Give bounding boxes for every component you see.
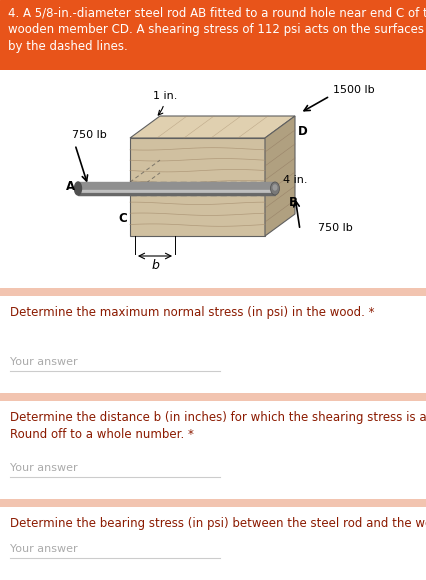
Text: A: A (66, 180, 75, 193)
Text: Determine the maximum normal stress (in psi) in the wood. *: Determine the maximum normal stress (in … (10, 306, 374, 319)
Text: b: b (151, 259, 159, 272)
Ellipse shape (273, 184, 277, 191)
Polygon shape (265, 116, 295, 236)
Text: C: C (118, 212, 127, 224)
Polygon shape (130, 138, 265, 236)
Text: 1500 lb: 1500 lb (333, 85, 374, 95)
Text: Your answer: Your answer (10, 544, 78, 554)
Text: B: B (289, 197, 298, 209)
Ellipse shape (75, 182, 81, 195)
Bar (78, 190, 275, 193)
Text: 750 lb: 750 lb (318, 223, 353, 233)
Text: 4 in.: 4 in. (283, 175, 308, 186)
Text: 4. A 5/8-in.-diameter steel rod AB fitted to a round hole near end C of the
wood: 4. A 5/8-in.-diameter steel rod AB fitte… (8, 6, 426, 53)
Text: Your answer: Your answer (10, 463, 78, 473)
Bar (130, 182, 265, 195)
Bar (78, 194, 275, 195)
Polygon shape (130, 116, 295, 138)
Text: D: D (298, 125, 308, 138)
Bar (78, 182, 275, 195)
Text: Determine the bearing stress (in psi) between the steel rod and the wood. *: Determine the bearing stress (in psi) be… (10, 517, 426, 530)
Ellipse shape (271, 182, 279, 195)
Text: 750 lb: 750 lb (72, 129, 107, 140)
Text: 1 in.: 1 in. (153, 91, 177, 115)
Text: Your answer: Your answer (10, 357, 78, 367)
Text: Determine the distance b (in inches) for which the shearing stress is applied.
R: Determine the distance b (in inches) for… (10, 411, 426, 441)
